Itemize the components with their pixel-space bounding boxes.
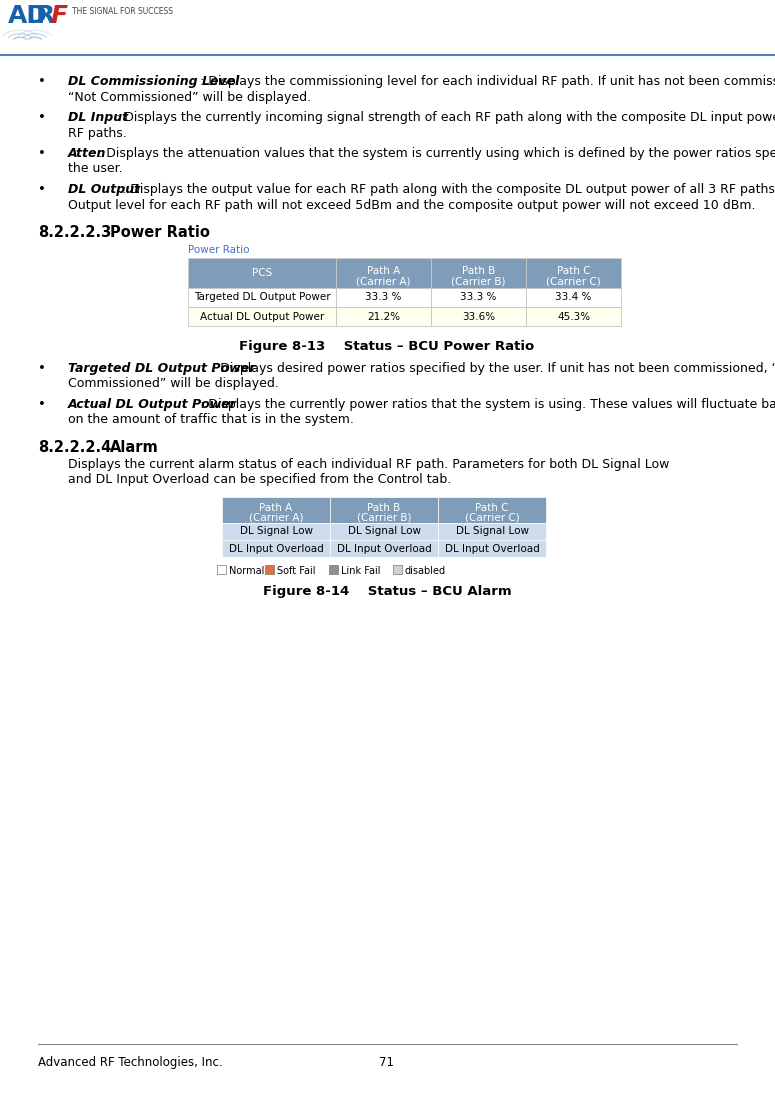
- Text: : Displays the commissioning level for each individual RF path. If unit has not : : Displays the commissioning level for e…: [200, 75, 775, 88]
- Text: Path A: Path A: [260, 503, 293, 513]
- Text: Path C: Path C: [475, 503, 508, 513]
- Text: F: F: [50, 4, 67, 27]
- Text: disabled: disabled: [405, 566, 446, 576]
- Text: (Carrier C): (Carrier C): [465, 513, 519, 523]
- Bar: [217, 565, 226, 574]
- Bar: [393, 565, 401, 574]
- Text: : Displays the currently incoming signal strength of each RF path along with the: : Displays the currently incoming signal…: [116, 111, 775, 124]
- Text: Alarm: Alarm: [110, 440, 159, 455]
- Bar: [336, 288, 431, 307]
- Text: AD: AD: [8, 4, 48, 27]
- Text: Power Ratio: Power Ratio: [188, 245, 250, 255]
- Text: 21.2%: 21.2%: [367, 311, 400, 322]
- Text: •: •: [38, 147, 46, 160]
- Text: 33.4 %: 33.4 %: [556, 292, 591, 302]
- Text: DL Input Overload: DL Input Overload: [445, 544, 539, 554]
- Text: 33.3 %: 33.3 %: [460, 292, 497, 302]
- Bar: [222, 523, 330, 540]
- Text: Soft Fail: Soft Fail: [277, 566, 315, 576]
- Bar: [526, 307, 621, 326]
- Text: DL Input: DL Input: [68, 111, 128, 124]
- Bar: [431, 288, 526, 307]
- Text: 8.2.2.2.3: 8.2.2.2.3: [38, 225, 112, 240]
- Text: DL Input Overload: DL Input Overload: [229, 544, 323, 554]
- Text: Actual DL Output Power: Actual DL Output Power: [200, 311, 324, 322]
- Text: PCS: PCS: [252, 268, 272, 278]
- Bar: [330, 540, 438, 557]
- Bar: [222, 540, 330, 557]
- Text: Commissioned” will be displayed.: Commissioned” will be displayed.: [68, 377, 279, 390]
- Text: Targeted DL Output Power: Targeted DL Output Power: [68, 362, 255, 375]
- Text: R: R: [36, 4, 55, 27]
- Text: (Carrier C): (Carrier C): [546, 277, 601, 287]
- Bar: [329, 565, 338, 574]
- Text: (Carrier A): (Carrier A): [249, 513, 303, 523]
- Text: Normal: Normal: [229, 566, 264, 576]
- Text: on the amount of traffic that is in the system.: on the amount of traffic that is in the …: [68, 413, 354, 426]
- Text: Figure 8-14    Status – BCU Alarm: Figure 8-14 Status – BCU Alarm: [263, 585, 512, 598]
- Text: Path B: Path B: [367, 503, 401, 513]
- Text: Output level for each RF path will not exceed 5dBm and the composite output powe: Output level for each RF path will not e…: [68, 199, 756, 211]
- Text: DL Input Overload: DL Input Overload: [336, 544, 432, 554]
- Text: 45.3%: 45.3%: [557, 311, 590, 322]
- Text: “Not Commissioned” will be displayed.: “Not Commissioned” will be displayed.: [68, 90, 311, 103]
- Text: and DL Input Overload can be specified from the Control tab.: and DL Input Overload can be specified f…: [68, 474, 451, 487]
- Text: •: •: [38, 111, 46, 124]
- Bar: [438, 523, 546, 540]
- Text: RF paths.: RF paths.: [68, 126, 127, 140]
- Text: •: •: [38, 362, 46, 375]
- Text: •: •: [38, 398, 46, 411]
- Text: 33.3 %: 33.3 %: [365, 292, 401, 302]
- Bar: [330, 497, 438, 523]
- Text: Path B: Path B: [462, 266, 495, 276]
- Bar: [222, 497, 330, 523]
- Text: DL Output: DL Output: [68, 184, 140, 196]
- Text: (Carrier B): (Carrier B): [451, 277, 506, 287]
- Text: : Displays the attenuation values that the system is currently using which is de: : Displays the attenuation values that t…: [98, 147, 775, 160]
- Text: Path A: Path A: [367, 266, 400, 276]
- Text: Targeted DL Output Power: Targeted DL Output Power: [194, 292, 330, 302]
- Bar: [336, 307, 431, 326]
- Text: Displays the current alarm status of each individual RF path. Parameters for bot: Displays the current alarm status of eac…: [68, 458, 670, 471]
- Text: Atten: Atten: [68, 147, 106, 160]
- Text: DL Signal Low: DL Signal Low: [456, 526, 529, 536]
- Text: •: •: [38, 75, 46, 88]
- Bar: [438, 497, 546, 523]
- Bar: [526, 258, 621, 288]
- Text: the user.: the user.: [68, 163, 122, 176]
- Text: 33.6%: 33.6%: [462, 311, 495, 322]
- Bar: [526, 288, 621, 307]
- Text: (Carrier B): (Carrier B): [356, 513, 412, 523]
- Bar: [265, 565, 274, 574]
- Text: DL Signal Low: DL Signal Low: [239, 526, 312, 536]
- Text: •: •: [38, 184, 46, 196]
- Text: Path C: Path C: [556, 266, 591, 276]
- Bar: [188, 288, 336, 307]
- Text: THE SIGNAL FOR SUCCESS: THE SIGNAL FOR SUCCESS: [72, 7, 173, 16]
- Text: Power Ratio: Power Ratio: [110, 225, 210, 240]
- Text: 71: 71: [380, 1056, 394, 1069]
- Bar: [438, 540, 546, 557]
- Bar: [336, 258, 431, 288]
- Bar: [188, 258, 336, 288]
- Bar: [330, 523, 438, 540]
- Text: : Displays desired power ratios specified by the user. If unit has not been comm: : Displays desired power ratios specifie…: [212, 362, 775, 375]
- Text: Advanced RF Technologies, Inc.: Advanced RF Technologies, Inc.: [38, 1056, 222, 1069]
- Text: (Carrier A): (Carrier A): [356, 277, 411, 287]
- Text: DL Signal Low: DL Signal Low: [347, 526, 421, 536]
- Text: 8.2.2.2.4: 8.2.2.2.4: [38, 440, 112, 455]
- Text: DL Commissioning Level: DL Commissioning Level: [68, 75, 239, 88]
- Bar: [431, 258, 526, 288]
- Text: Link Fail: Link Fail: [341, 566, 381, 576]
- Text: Figure 8-13    Status – BCU Power Ratio: Figure 8-13 Status – BCU Power Ratio: [239, 340, 535, 353]
- Text: : Displays the currently power ratios that the system is using. These values wil: : Displays the currently power ratios th…: [200, 398, 775, 411]
- Text: Actual DL Output Power: Actual DL Output Power: [68, 398, 237, 411]
- Text: : Displays the output value for each RF path along with the composite DL output : : Displays the output value for each RF …: [122, 184, 775, 196]
- Bar: [431, 307, 526, 326]
- Bar: [188, 307, 336, 326]
